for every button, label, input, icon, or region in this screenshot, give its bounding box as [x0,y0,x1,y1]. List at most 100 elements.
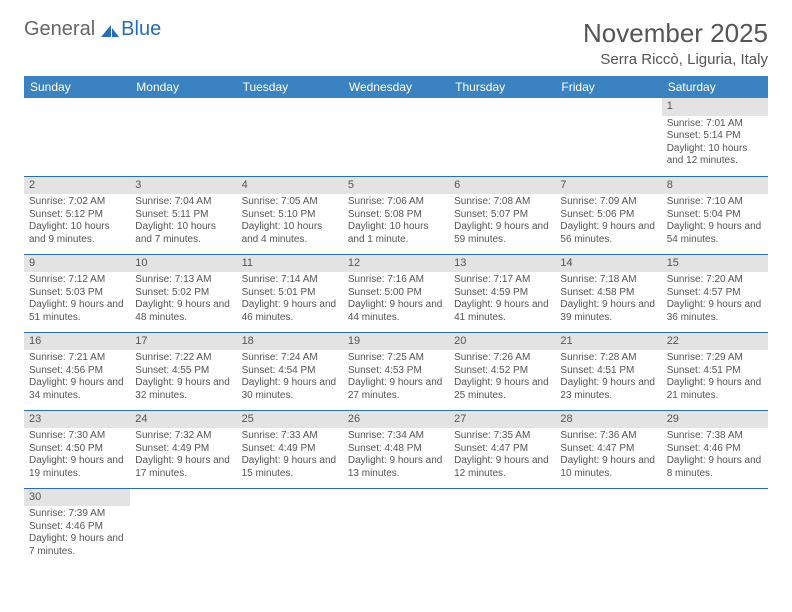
sunrise-text: Sunrise: 7:13 AM [135,274,231,287]
calendar-cell: 14Sunrise: 7:18 AMSunset: 4:58 PMDayligh… [555,254,661,332]
sunrise-text: Sunrise: 7:05 AM [242,196,338,209]
calendar-cell-empty [343,98,449,176]
sunset-text: Sunset: 4:53 PM [348,365,444,378]
daylight-text: Daylight: 9 hours and 17 minutes. [135,455,231,480]
logo-text-general: General [24,18,95,41]
sunrise-text: Sunrise: 7:21 AM [29,352,125,365]
sunset-text: Sunset: 5:04 PM [667,209,763,222]
sunset-text: Sunset: 5:12 PM [29,209,125,222]
weekday-header: Saturday [662,76,768,98]
calendar-cell: 28Sunrise: 7:36 AMSunset: 4:47 PMDayligh… [555,410,661,488]
calendar-week: 9Sunrise: 7:12 AMSunset: 5:03 PMDaylight… [24,254,768,332]
sunrise-text: Sunrise: 7:14 AM [242,274,338,287]
daylight-text: Daylight: 9 hours and 41 minutes. [454,299,550,324]
day-details: Sunrise: 7:33 AMSunset: 4:49 PMDaylight:… [237,428,343,484]
day-number-empty [24,98,130,116]
sunrise-text: Sunrise: 7:02 AM [29,196,125,209]
calendar-cell: 18Sunrise: 7:24 AMSunset: 4:54 PMDayligh… [237,332,343,410]
calendar-cell-empty [555,488,661,566]
day-details: Sunrise: 7:16 AMSunset: 5:00 PMDaylight:… [343,272,449,328]
daylight-text: Daylight: 9 hours and 51 minutes. [29,299,125,324]
title-month: November 2025 [583,18,768,49]
day-details: Sunrise: 7:06 AMSunset: 5:08 PMDaylight:… [343,194,449,250]
weekday-header: Tuesday [237,76,343,98]
day-details: Sunrise: 7:04 AMSunset: 5:11 PMDaylight:… [130,194,236,250]
weekday-header: Monday [130,76,236,98]
calendar-table: SundayMondayTuesdayWednesdayThursdayFrid… [24,76,768,566]
daylight-text: Daylight: 9 hours and 59 minutes. [454,221,550,246]
sunset-text: Sunset: 5:10 PM [242,209,338,222]
calendar-cell: 19Sunrise: 7:25 AMSunset: 4:53 PMDayligh… [343,332,449,410]
calendar-cell-empty [449,98,555,176]
day-number: 24 [130,411,236,429]
sunrise-text: Sunrise: 7:39 AM [29,508,125,521]
daylight-text: Daylight: 9 hours and 8 minutes. [667,455,763,480]
daylight-text: Daylight: 9 hours and 34 minutes. [29,377,125,402]
sunrise-text: Sunrise: 7:24 AM [242,352,338,365]
day-number: 14 [555,255,661,273]
day-number: 7 [555,177,661,195]
day-details: Sunrise: 7:09 AMSunset: 5:06 PMDaylight:… [555,194,661,250]
day-details: Sunrise: 7:36 AMSunset: 4:47 PMDaylight:… [555,428,661,484]
daylight-text: Daylight: 10 hours and 7 minutes. [135,221,231,246]
day-number: 6 [449,177,555,195]
sunrise-text: Sunrise: 7:25 AM [348,352,444,365]
calendar-cell-empty [237,488,343,566]
sunrise-text: Sunrise: 7:16 AM [348,274,444,287]
day-number-empty [130,98,236,116]
day-details: Sunrise: 7:21 AMSunset: 4:56 PMDaylight:… [24,350,130,406]
calendar-cell: 20Sunrise: 7:26 AMSunset: 4:52 PMDayligh… [449,332,555,410]
weekday-header: Thursday [449,76,555,98]
day-number-empty [449,98,555,116]
day-number: 30 [24,489,130,507]
day-details: Sunrise: 7:35 AMSunset: 4:47 PMDaylight:… [449,428,555,484]
daylight-text: Daylight: 9 hours and 19 minutes. [29,455,125,480]
sunset-text: Sunset: 5:06 PM [560,209,656,222]
day-details: Sunrise: 7:18 AMSunset: 4:58 PMDaylight:… [555,272,661,328]
sunset-text: Sunset: 4:51 PM [560,365,656,378]
day-number: 16 [24,333,130,351]
sunrise-text: Sunrise: 7:32 AM [135,430,231,443]
day-details: Sunrise: 7:17 AMSunset: 4:59 PMDaylight:… [449,272,555,328]
calendar-cell-empty [237,98,343,176]
sunset-text: Sunset: 4:49 PM [135,443,231,456]
day-details: Sunrise: 7:24 AMSunset: 4:54 PMDaylight:… [237,350,343,406]
sunset-text: Sunset: 4:46 PM [667,443,763,456]
day-details: Sunrise: 7:12 AMSunset: 5:03 PMDaylight:… [24,272,130,328]
day-details: Sunrise: 7:22 AMSunset: 4:55 PMDaylight:… [130,350,236,406]
sunrise-text: Sunrise: 7:26 AM [454,352,550,365]
day-details: Sunrise: 7:08 AMSunset: 5:07 PMDaylight:… [449,194,555,250]
calendar-cell: 16Sunrise: 7:21 AMSunset: 4:56 PMDayligh… [24,332,130,410]
calendar-cell-empty [555,98,661,176]
sunset-text: Sunset: 5:02 PM [135,287,231,300]
title-block: November 2025 Serra Riccò, Liguria, Ital… [583,18,768,68]
calendar-cell: 23Sunrise: 7:30 AMSunset: 4:50 PMDayligh… [24,410,130,488]
daylight-text: Daylight: 10 hours and 4 minutes. [242,221,338,246]
sunset-text: Sunset: 4:58 PM [560,287,656,300]
calendar-cell: 7Sunrise: 7:09 AMSunset: 5:06 PMDaylight… [555,176,661,254]
day-number: 12 [343,255,449,273]
calendar-cell: 5Sunrise: 7:06 AMSunset: 5:08 PMDaylight… [343,176,449,254]
calendar-cell-empty [343,488,449,566]
calendar-cell: 11Sunrise: 7:14 AMSunset: 5:01 PMDayligh… [237,254,343,332]
sunset-text: Sunset: 5:08 PM [348,209,444,222]
calendar-cell: 9Sunrise: 7:12 AMSunset: 5:03 PMDaylight… [24,254,130,332]
daylight-text: Daylight: 9 hours and 13 minutes. [348,455,444,480]
day-number: 25 [237,411,343,429]
sunrise-text: Sunrise: 7:08 AM [454,196,550,209]
day-details: Sunrise: 7:28 AMSunset: 4:51 PMDaylight:… [555,350,661,406]
calendar-cell: 6Sunrise: 7:08 AMSunset: 5:07 PMDaylight… [449,176,555,254]
day-number-empty [130,489,236,507]
day-number: 29 [662,411,768,429]
sunrise-text: Sunrise: 7:35 AM [454,430,550,443]
calendar-week: 1Sunrise: 7:01 AMSunset: 5:14 PMDaylight… [24,98,768,176]
calendar-cell: 2Sunrise: 7:02 AMSunset: 5:12 PMDaylight… [24,176,130,254]
calendar-cell: 24Sunrise: 7:32 AMSunset: 4:49 PMDayligh… [130,410,236,488]
day-number: 8 [662,177,768,195]
day-number: 2 [24,177,130,195]
daylight-text: Daylight: 9 hours and 21 minutes. [667,377,763,402]
logo-sail-icon [99,22,121,38]
day-number: 1 [662,98,768,116]
sunrise-text: Sunrise: 7:28 AM [560,352,656,365]
sunset-text: Sunset: 5:00 PM [348,287,444,300]
